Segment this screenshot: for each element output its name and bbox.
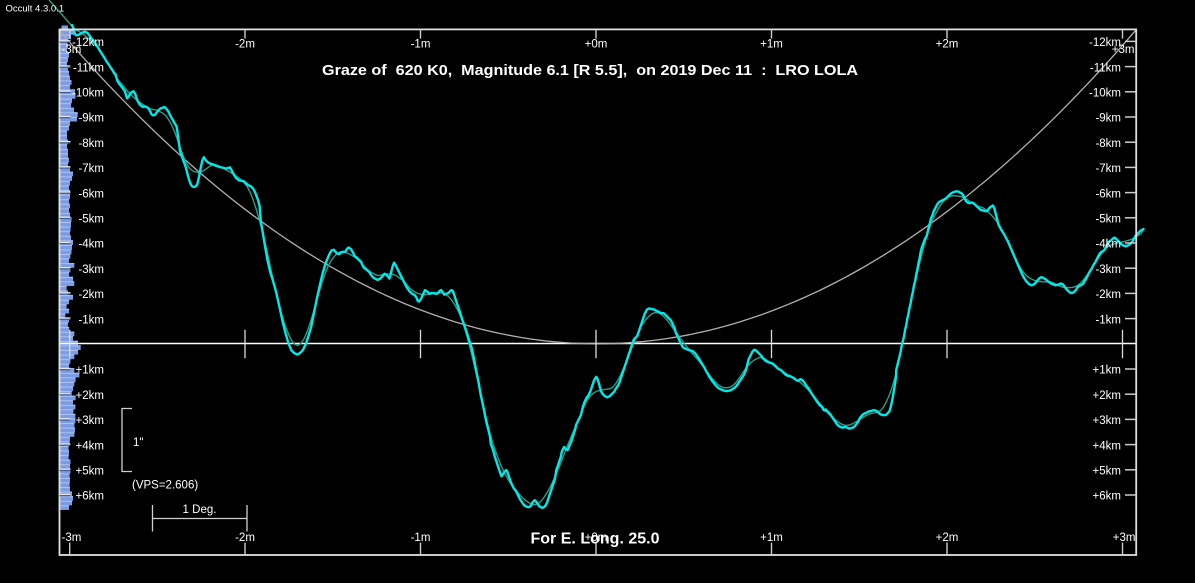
svg-text:-3m: -3m xyxy=(62,44,82,56)
svg-text:-5km: -5km xyxy=(78,214,104,226)
svg-text:+3m: +3m xyxy=(1112,44,1135,56)
svg-text:1": 1" xyxy=(133,437,143,449)
svg-text:+6km: +6km xyxy=(1093,491,1121,503)
svg-text:+5km: +5km xyxy=(76,466,104,478)
svg-text:-6km: -6km xyxy=(1095,188,1121,200)
svg-text:-1km: -1km xyxy=(1095,314,1121,326)
svg-text:-2m: -2m xyxy=(235,532,255,544)
svg-text:-2m: -2m xyxy=(235,39,255,51)
svg-text:-3km: -3km xyxy=(1095,264,1121,276)
svg-text:-10km: -10km xyxy=(72,88,104,100)
svg-text:+1km: +1km xyxy=(1093,365,1121,377)
svg-text:-1m: -1m xyxy=(411,532,431,544)
svg-text:For E. Long. 25.0: For E. Long. 25.0 xyxy=(531,531,660,548)
svg-text:-11km: -11km xyxy=(1090,62,1121,74)
svg-text:+2km: +2km xyxy=(1093,390,1121,402)
svg-text:+2km: +2km xyxy=(76,390,104,402)
svg-text:+4km: +4km xyxy=(1093,440,1121,452)
svg-text:-11km: -11km xyxy=(73,62,104,74)
svg-text:-1m: -1m xyxy=(411,39,431,51)
svg-text:+0m: +0m xyxy=(585,532,608,544)
svg-text:-10km: -10km xyxy=(1089,88,1121,100)
svg-text:+4km: +4km xyxy=(76,440,104,452)
svg-text:+2m: +2m xyxy=(936,532,959,544)
svg-text:-12km: -12km xyxy=(72,37,104,49)
svg-text:+1m: +1m xyxy=(760,39,783,51)
svg-text:-2km: -2km xyxy=(78,289,104,301)
svg-text:Graze of 620 K0, Magnitude 6: Graze of 620 K0, Magnitude 6.1 [R 5.5], … xyxy=(322,62,858,79)
svg-text:-1km: -1km xyxy=(78,314,104,326)
svg-text:-3m: -3m xyxy=(62,532,82,544)
svg-text:-9km: -9km xyxy=(78,113,104,125)
svg-text:Occult 4.3.0.1: Occult 4.3.0.1 xyxy=(6,4,65,15)
svg-text:-4km: -4km xyxy=(1095,239,1121,251)
svg-text:+2m: +2m xyxy=(936,39,959,51)
svg-text:+1m: +1m xyxy=(760,532,783,544)
svg-text:+5km: +5km xyxy=(1093,466,1121,478)
svg-text:+0m: +0m xyxy=(585,39,608,51)
svg-text:-9km: -9km xyxy=(1095,113,1121,125)
svg-text:+3m: +3m xyxy=(1113,532,1136,544)
svg-text:+6km: +6km xyxy=(76,491,104,503)
svg-text:-7km: -7km xyxy=(78,163,104,175)
svg-text:-7km: -7km xyxy=(1095,163,1121,175)
svg-text:+3km: +3km xyxy=(76,415,104,427)
svg-text:-2km: -2km xyxy=(1095,289,1121,301)
svg-text:-6km: -6km xyxy=(78,188,104,200)
svg-text:(VPS=2.606): (VPS=2.606) xyxy=(132,480,198,492)
svg-text:-12km: -12km xyxy=(1089,37,1121,49)
svg-text:1 Deg.: 1 Deg. xyxy=(183,504,217,516)
svg-text:-3km: -3km xyxy=(78,264,104,276)
svg-text:+3km: +3km xyxy=(1093,415,1121,427)
svg-text:-4km: -4km xyxy=(78,239,104,251)
svg-text:-8km: -8km xyxy=(78,138,104,150)
svg-text:-5km: -5km xyxy=(1095,214,1121,226)
svg-text:-8km: -8km xyxy=(1095,138,1121,150)
svg-text:+1km: +1km xyxy=(76,365,104,377)
